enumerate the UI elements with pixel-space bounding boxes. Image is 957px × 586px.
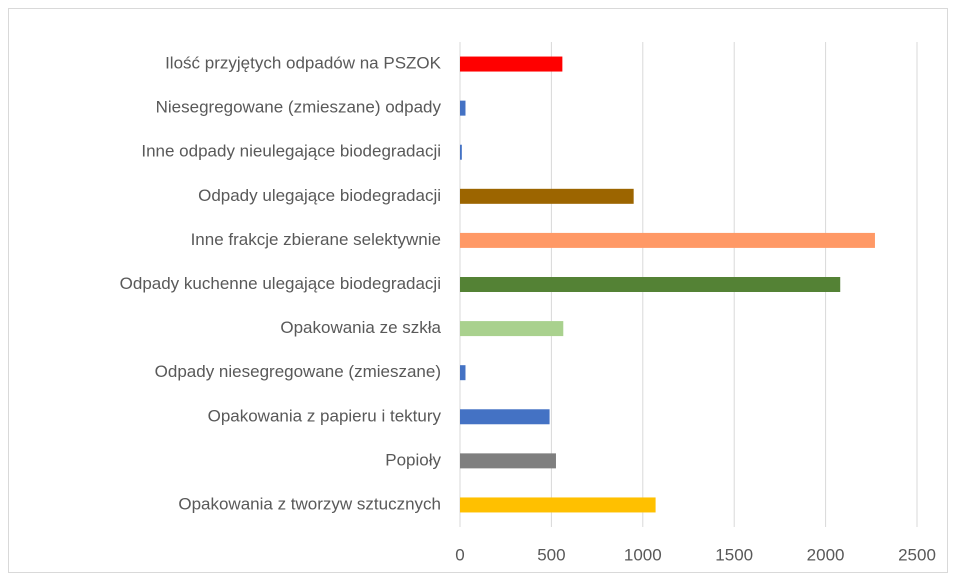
y-tick-label: Opakowania z tworzyw sztucznych	[178, 494, 441, 513]
y-tick-label: Odpady ulegające biodegradacji	[198, 186, 441, 205]
y-tick-label: Opakowania ze szkła	[280, 318, 441, 337]
bar	[460, 277, 841, 292]
y-tick-label: Inne odpady nieulegające biodegradacji	[141, 142, 441, 161]
x-tick-label: 1000	[624, 545, 662, 564]
y-tick-label: Ilość przyjętych odpadów na PSZOK	[165, 54, 442, 73]
y-tick-label: Inne frakcje zbierane selektywnie	[191, 230, 441, 249]
x-tick-label: 500	[537, 545, 565, 564]
x-tick-label: 0	[455, 545, 464, 564]
x-tick-label: 2500	[898, 545, 936, 564]
bar	[460, 453, 556, 469]
bar	[460, 188, 634, 204]
y-tick-label: Odpady kuchenne ulegające biodegradacji	[120, 274, 441, 293]
bar	[460, 100, 466, 116]
bar	[460, 321, 564, 337]
bar	[460, 144, 462, 160]
y-tick-label: Odpady niesegregowane (zmieszane)	[155, 362, 441, 381]
x-tick-label: 1500	[715, 545, 753, 564]
y-tick-label: Opakowania z papieru i tektury	[208, 406, 442, 425]
bar	[460, 232, 875, 248]
y-tick-label: Popioły	[385, 450, 441, 469]
y-tick-label: Niesegregowane (zmieszane) odpady	[156, 98, 442, 117]
bar	[460, 497, 656, 513]
x-tick-label: 2000	[807, 545, 845, 564]
bar	[460, 56, 563, 72]
bar	[460, 365, 466, 381]
bar	[460, 409, 550, 425]
